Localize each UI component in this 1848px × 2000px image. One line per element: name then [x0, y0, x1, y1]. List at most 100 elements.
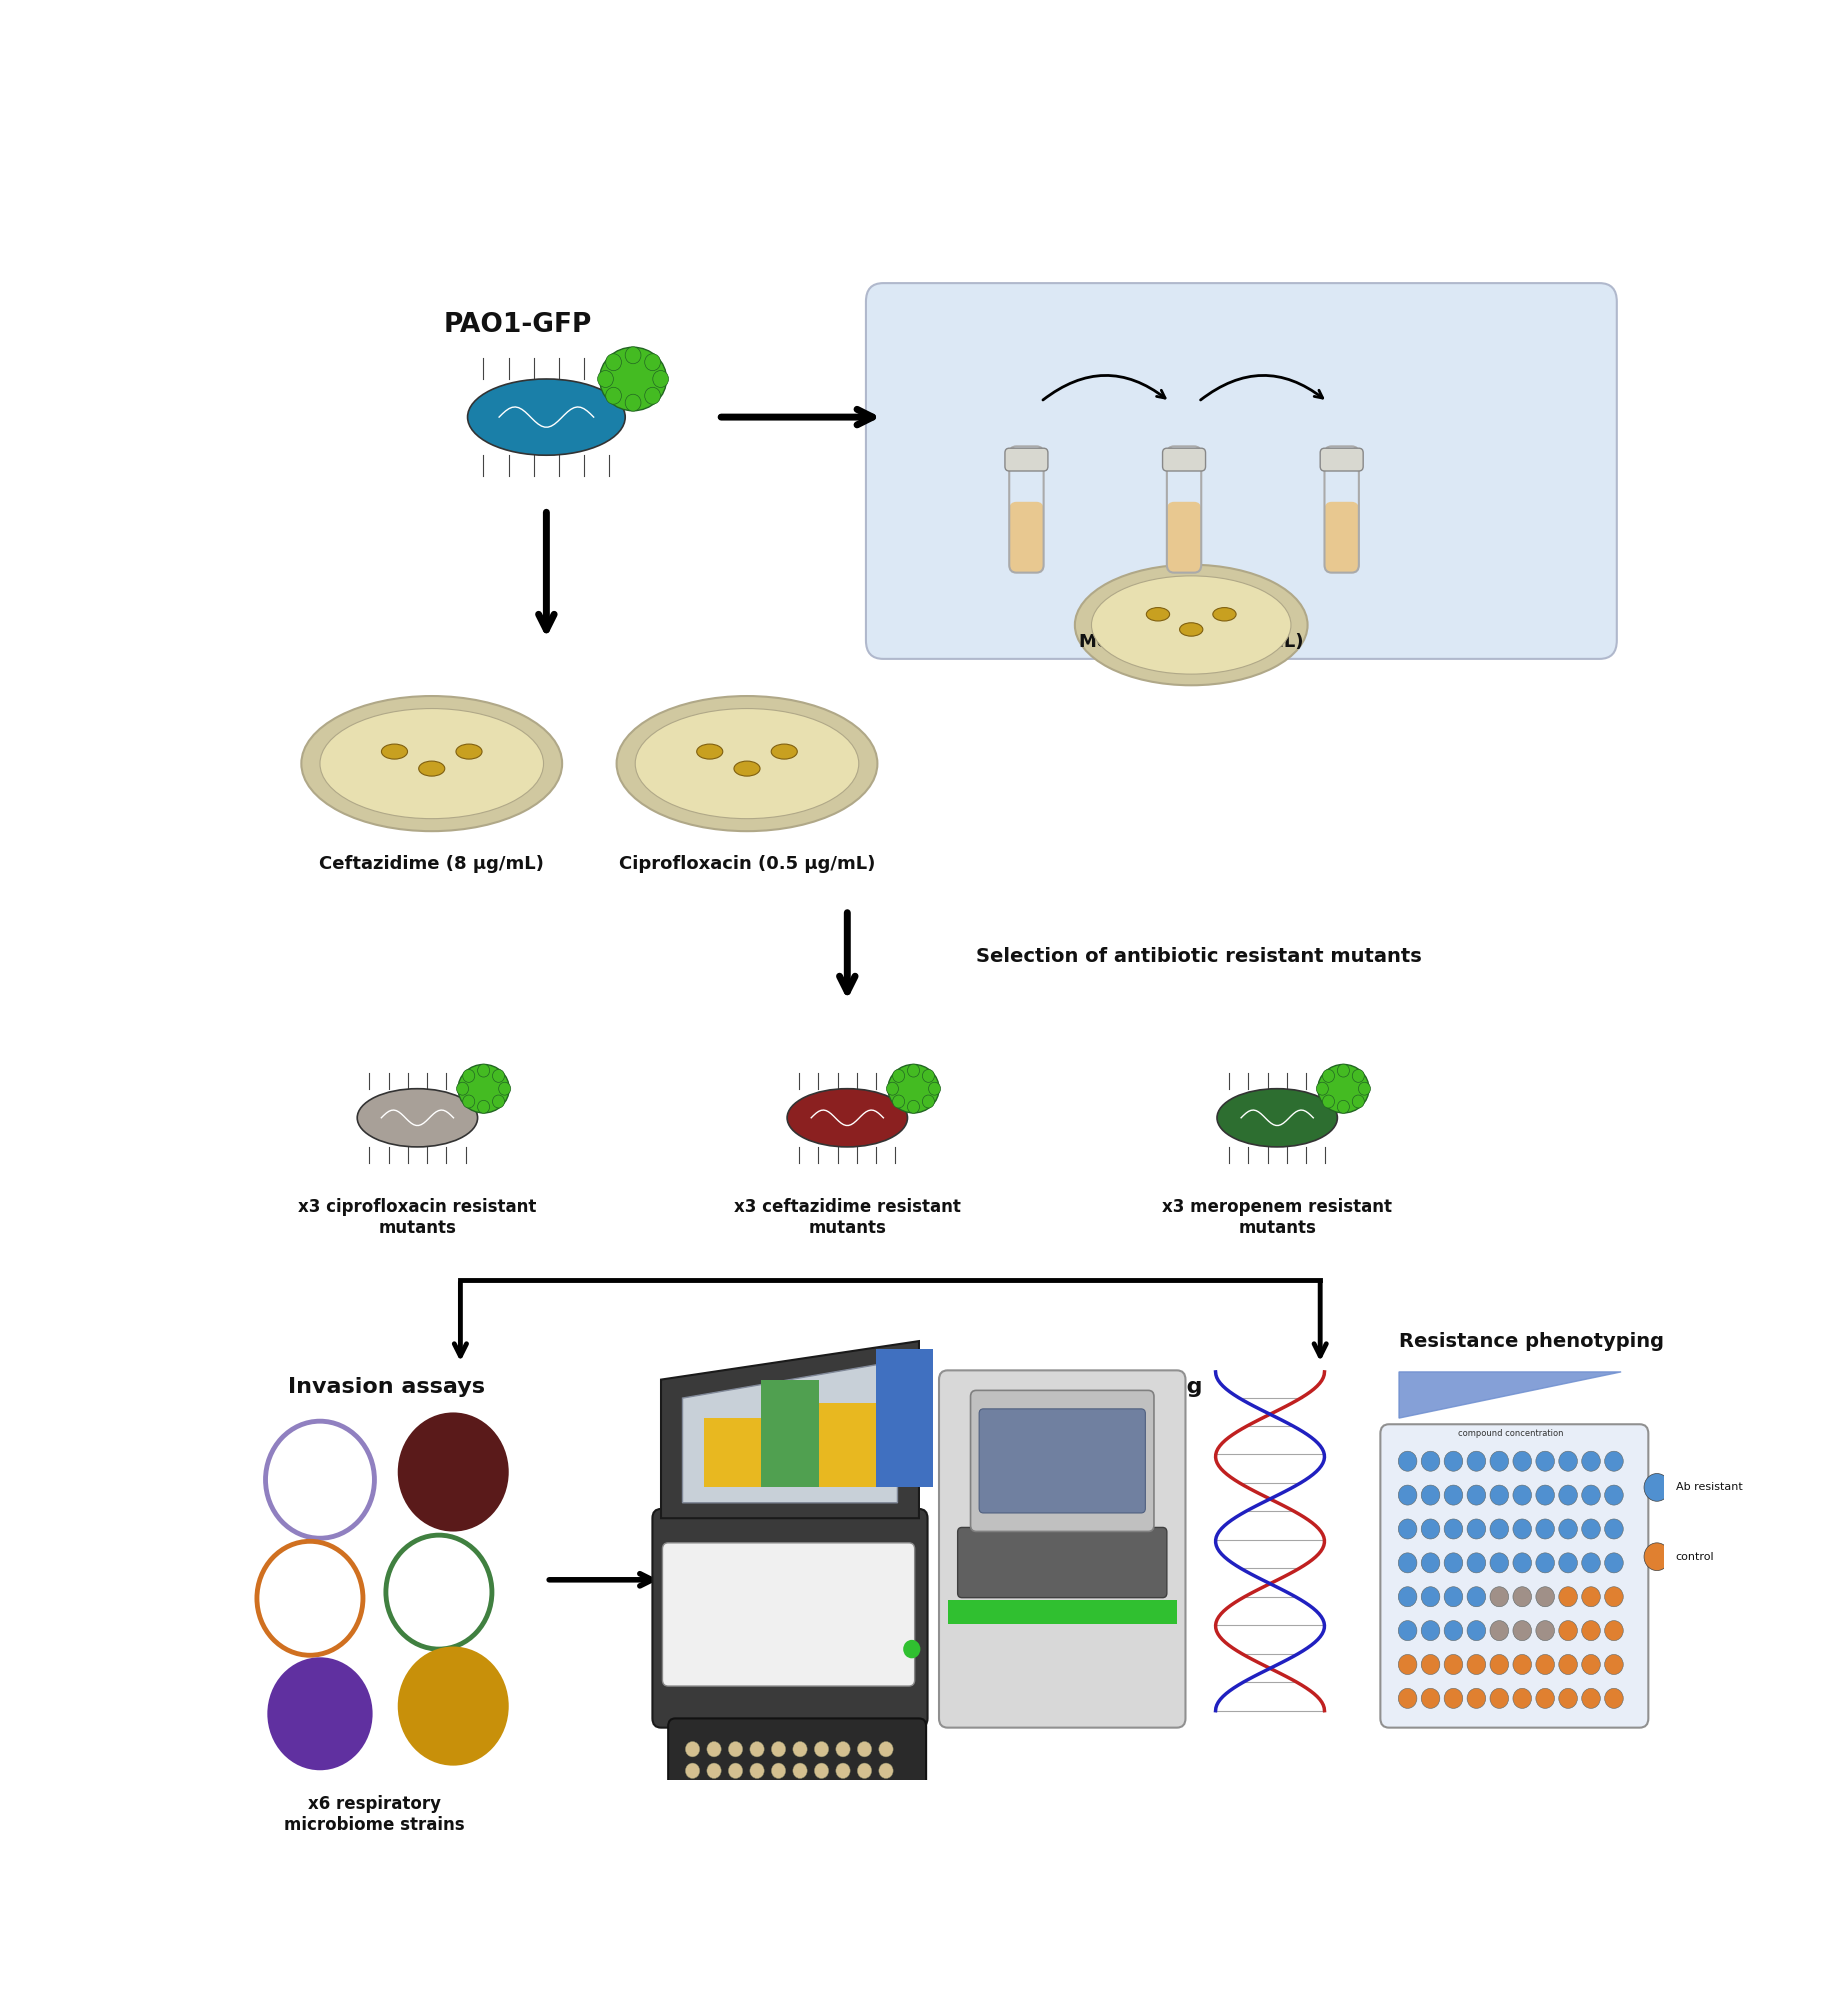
Circle shape: [813, 1742, 828, 1756]
Text: x3 meropenem resistant
mutants: x3 meropenem resistant mutants: [1162, 1198, 1392, 1238]
Circle shape: [1604, 1452, 1623, 1472]
FancyBboxPatch shape: [662, 1542, 915, 1686]
Circle shape: [1558, 1486, 1576, 1506]
Circle shape: [1643, 1542, 1669, 1570]
Circle shape: [1512, 1586, 1530, 1606]
Circle shape: [1421, 1586, 1440, 1606]
Ellipse shape: [301, 696, 562, 832]
Circle shape: [813, 1764, 828, 1778]
Circle shape: [1421, 1452, 1440, 1472]
Circle shape: [1465, 1688, 1486, 1708]
Circle shape: [771, 1806, 785, 1822]
Ellipse shape: [320, 708, 543, 818]
Ellipse shape: [456, 744, 482, 760]
Circle shape: [1512, 1452, 1530, 1472]
Circle shape: [750, 1764, 763, 1778]
Ellipse shape: [893, 1096, 904, 1108]
FancyBboxPatch shape: [1323, 502, 1358, 572]
Bar: [704, 1418, 761, 1488]
Bar: [819, 1402, 876, 1488]
Ellipse shape: [357, 1088, 477, 1146]
Circle shape: [1558, 1518, 1576, 1538]
Circle shape: [1604, 1518, 1623, 1538]
Circle shape: [793, 1742, 808, 1756]
Circle shape: [813, 1828, 828, 1844]
Circle shape: [1580, 1452, 1600, 1472]
Ellipse shape: [645, 388, 660, 404]
Circle shape: [1536, 1552, 1554, 1572]
Circle shape: [1443, 1620, 1462, 1640]
Ellipse shape: [922, 1096, 933, 1108]
Circle shape: [706, 1764, 721, 1778]
Ellipse shape: [928, 1082, 941, 1096]
Circle shape: [1558, 1452, 1576, 1472]
Circle shape: [835, 1806, 850, 1822]
Circle shape: [1443, 1688, 1462, 1708]
Circle shape: [266, 1422, 373, 1538]
Ellipse shape: [1321, 1070, 1334, 1082]
Circle shape: [1512, 1688, 1530, 1708]
Circle shape: [1558, 1586, 1576, 1606]
Ellipse shape: [1321, 1096, 1334, 1108]
Circle shape: [1443, 1552, 1462, 1572]
Circle shape: [1421, 1620, 1440, 1640]
Circle shape: [399, 1414, 508, 1530]
Circle shape: [1489, 1620, 1508, 1640]
Circle shape: [728, 1784, 743, 1800]
Circle shape: [771, 1828, 785, 1844]
Ellipse shape: [462, 1070, 475, 1082]
Circle shape: [771, 1742, 785, 1756]
Circle shape: [835, 1764, 850, 1778]
FancyBboxPatch shape: [1162, 448, 1205, 470]
FancyBboxPatch shape: [1166, 502, 1201, 572]
FancyBboxPatch shape: [1380, 1424, 1647, 1728]
Circle shape: [728, 1828, 743, 1844]
Circle shape: [771, 1784, 785, 1800]
Ellipse shape: [458, 1064, 508, 1112]
Circle shape: [750, 1742, 763, 1756]
FancyBboxPatch shape: [865, 284, 1615, 658]
Ellipse shape: [606, 388, 621, 404]
Circle shape: [686, 1742, 699, 1756]
Circle shape: [706, 1828, 721, 1844]
Circle shape: [1465, 1586, 1486, 1606]
Circle shape: [1558, 1654, 1576, 1674]
Circle shape: [813, 1850, 828, 1864]
Circle shape: [878, 1784, 893, 1800]
Circle shape: [1580, 1486, 1600, 1506]
Circle shape: [750, 1850, 763, 1864]
Circle shape: [1465, 1552, 1486, 1572]
Circle shape: [1580, 1654, 1600, 1674]
Text: Genome sequencing: Genome sequencing: [948, 1378, 1201, 1398]
Ellipse shape: [462, 1096, 475, 1108]
Ellipse shape: [615, 696, 878, 832]
Ellipse shape: [1090, 576, 1290, 674]
Circle shape: [1443, 1452, 1462, 1472]
Text: Ceftazidime (8 μg/mL): Ceftazidime (8 μg/mL): [320, 854, 543, 872]
Circle shape: [835, 1828, 850, 1844]
Circle shape: [1536, 1518, 1554, 1538]
Circle shape: [1397, 1586, 1416, 1606]
Circle shape: [902, 1640, 920, 1658]
Circle shape: [857, 1828, 870, 1844]
FancyBboxPatch shape: [979, 1408, 1144, 1512]
Ellipse shape: [468, 378, 625, 456]
Ellipse shape: [636, 708, 857, 818]
Circle shape: [1443, 1654, 1462, 1674]
Circle shape: [1580, 1688, 1600, 1708]
Ellipse shape: [1336, 1064, 1349, 1078]
Circle shape: [793, 1784, 808, 1800]
Circle shape: [1604, 1620, 1623, 1640]
Circle shape: [1465, 1654, 1486, 1674]
Circle shape: [878, 1764, 893, 1778]
Circle shape: [686, 1784, 699, 1800]
Circle shape: [706, 1850, 721, 1864]
Text: PAO1-GFP: PAO1-GFP: [444, 312, 591, 338]
Circle shape: [1604, 1552, 1623, 1572]
Circle shape: [835, 1784, 850, 1800]
Ellipse shape: [625, 346, 641, 364]
Circle shape: [1397, 1620, 1416, 1640]
Text: Selection of antibiotic resistant mutants: Selection of antibiotic resistant mutant…: [976, 946, 1421, 966]
FancyBboxPatch shape: [957, 1528, 1166, 1598]
Circle shape: [1580, 1586, 1600, 1606]
